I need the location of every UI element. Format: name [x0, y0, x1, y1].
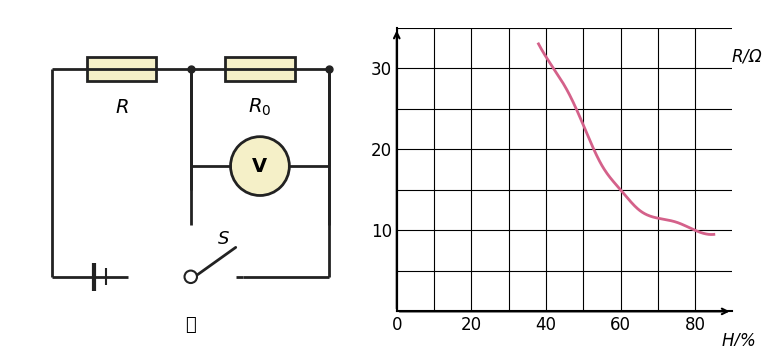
Circle shape [230, 137, 289, 195]
Text: S: S [218, 230, 230, 248]
Text: $R_0$: $R_0$ [248, 97, 272, 118]
Text: $H$/%: $H$/% [721, 332, 755, 346]
FancyBboxPatch shape [87, 57, 156, 81]
Text: $R$: $R$ [114, 98, 128, 117]
Text: 甲: 甲 [185, 316, 196, 334]
Text: V: V [253, 157, 268, 175]
Text: $R$/Ω: $R$/Ω [731, 48, 762, 66]
Circle shape [185, 271, 197, 283]
FancyBboxPatch shape [225, 57, 295, 81]
